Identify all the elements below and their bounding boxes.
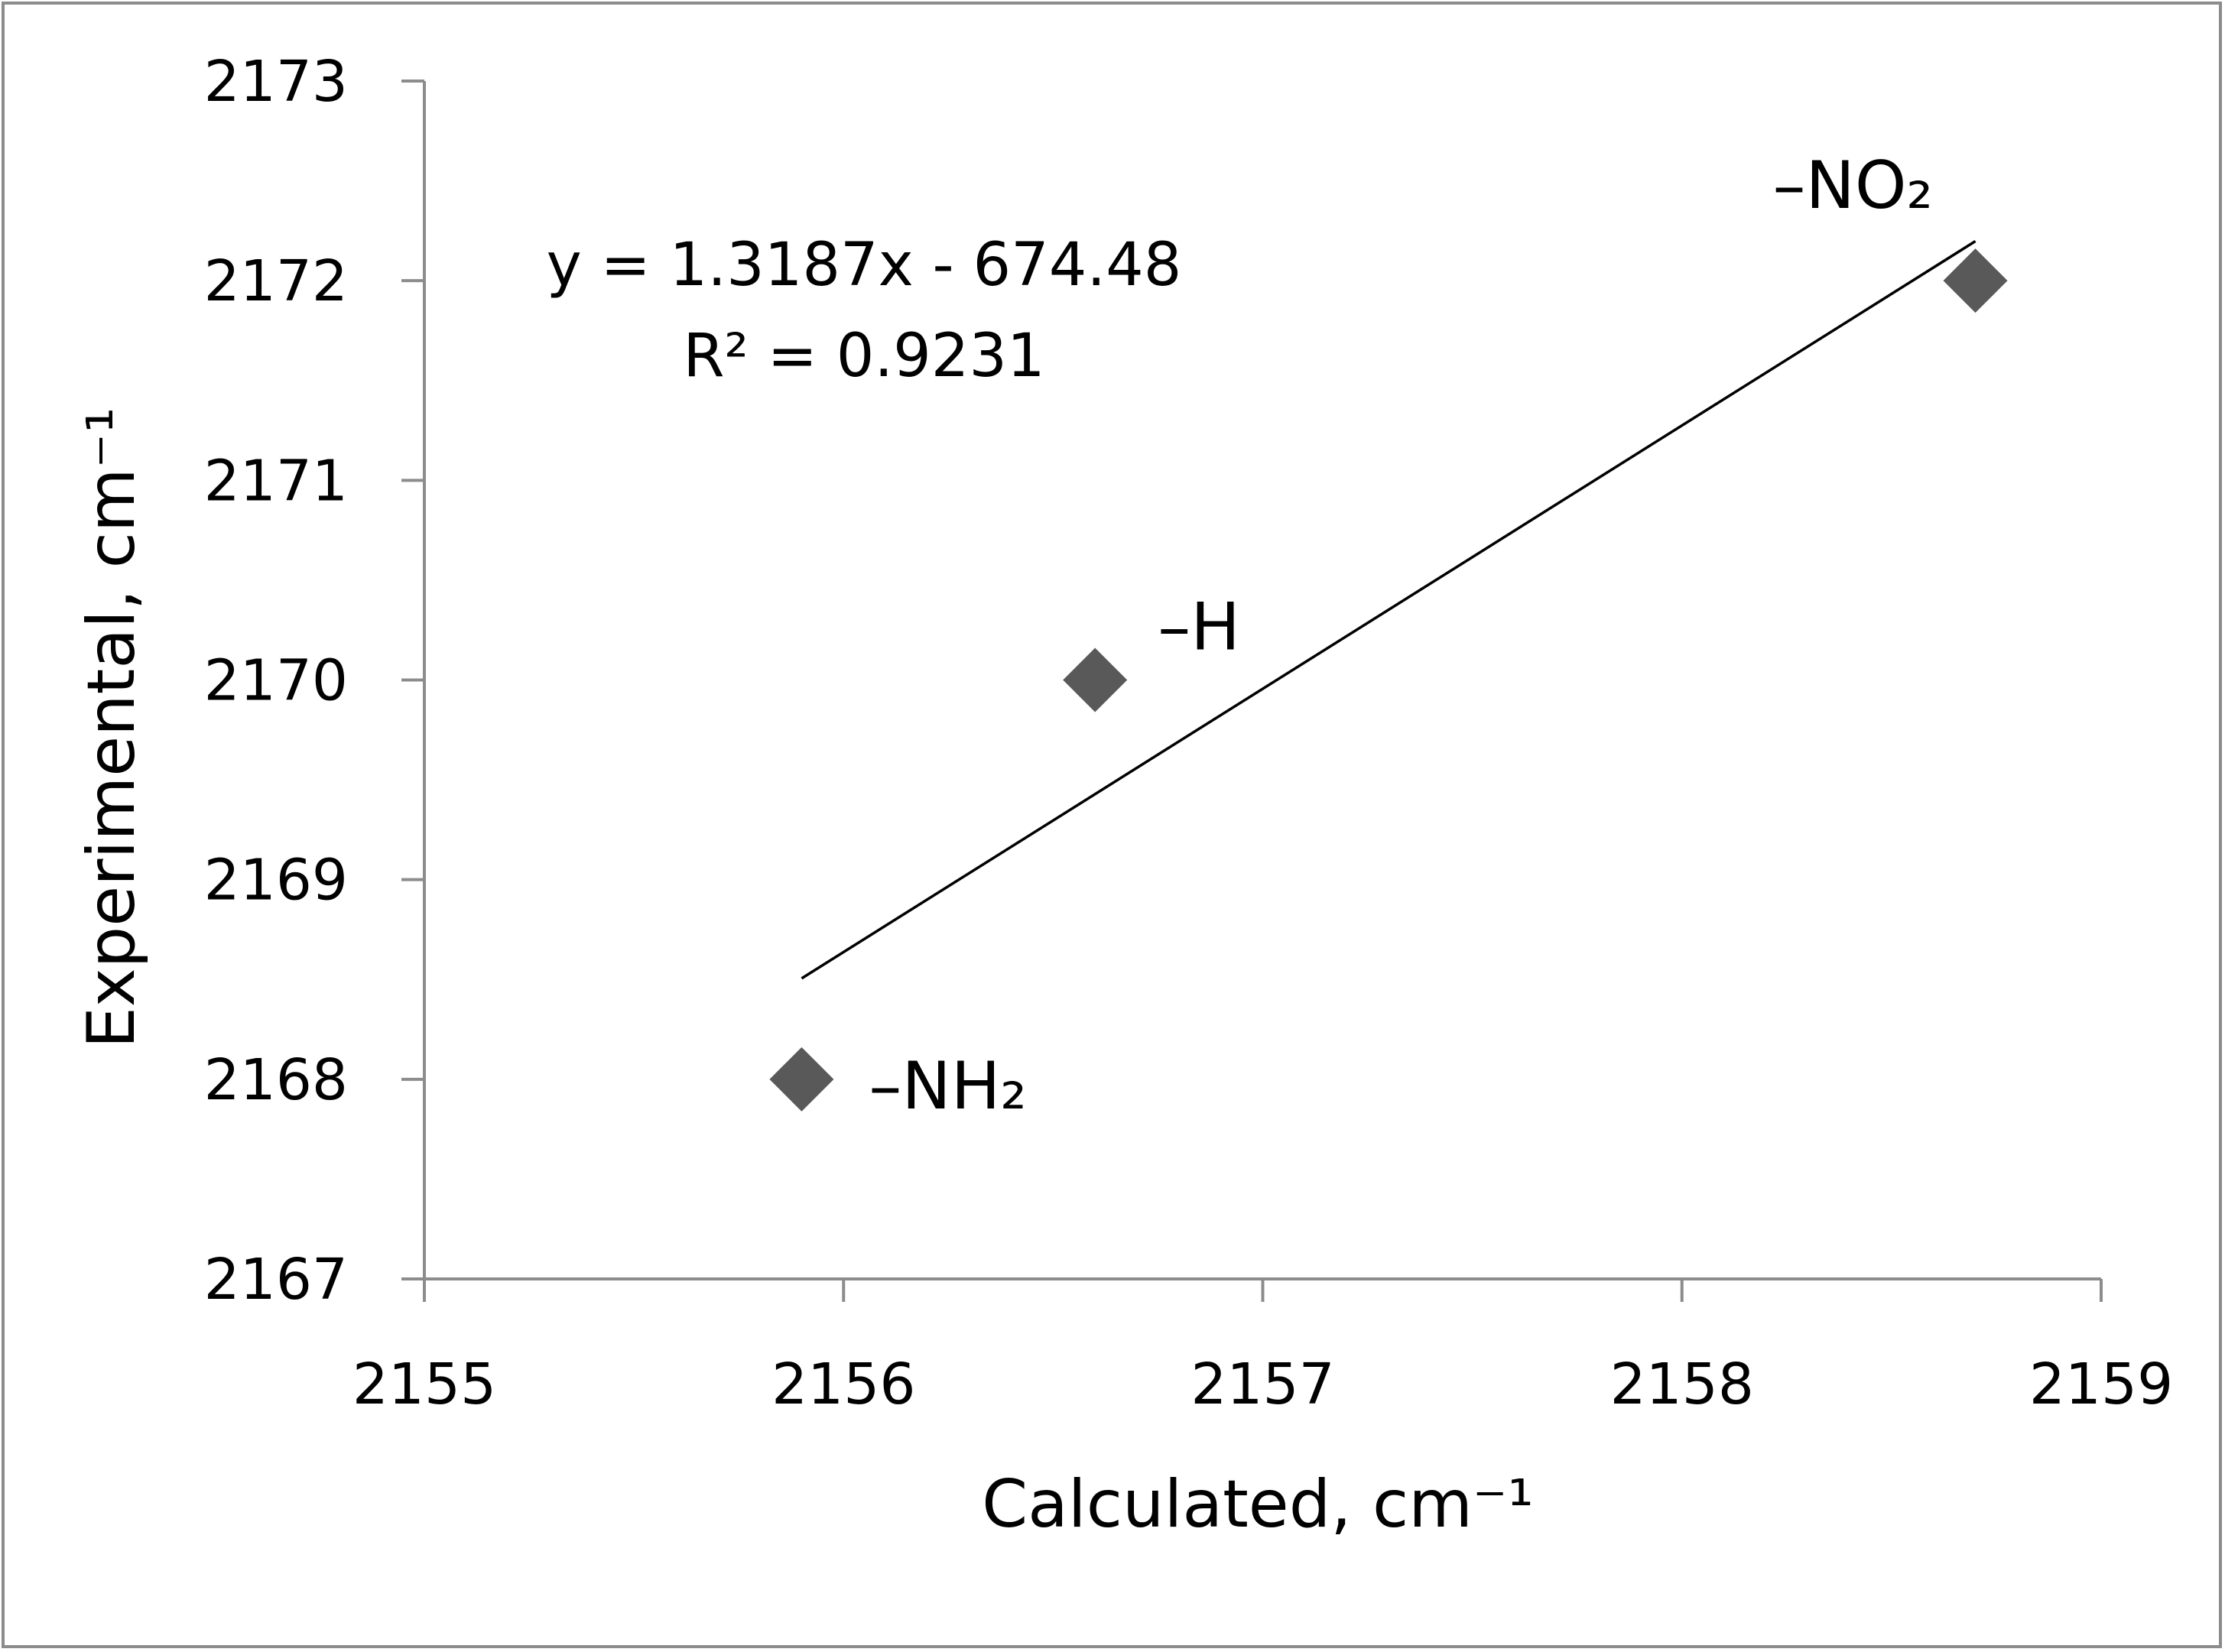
data-point-label: –H (1158, 589, 1240, 666)
trendline (801, 240, 1977, 980)
trendline-r-squared: R² = 0.9231 (683, 322, 1044, 391)
x-axis: 2155 2156 2157 2158 2159 (352, 1277, 2173, 1417)
x-tick-label: 2156 (771, 1352, 915, 1417)
x-tick-label: 2158 (1610, 1352, 1754, 1417)
data-point (1063, 647, 1128, 712)
data-point-label: –NO₂ (1773, 148, 1934, 224)
y-tick-label: 2173 (204, 49, 348, 115)
data-point (1943, 248, 2008, 313)
x-tick-label: 2155 (352, 1352, 496, 1417)
y-axis: 2167 2168 2169 2170 2171 2172 2173 (204, 49, 426, 1313)
x-axis-title: Calculated, cm⁻¹ (982, 1466, 1534, 1543)
y-tick-label: 2170 (204, 648, 348, 714)
data-points: –NH₂ –H –NO₂ (769, 148, 2008, 1125)
y-tick-label: 2171 (204, 448, 348, 514)
y-tick-label: 2172 (204, 248, 348, 314)
trendline-group (801, 240, 1977, 980)
trendline-equation: y = 1.3187x - 674.48 (547, 231, 1182, 300)
y-tick-label: 2168 (204, 1047, 348, 1113)
x-tick-label: 2157 (1190, 1352, 1334, 1417)
x-tick-label: 2159 (2029, 1352, 2173, 1417)
y-axis-title: Experimental, cm⁻¹ (73, 407, 150, 1048)
y-tick-label: 2167 (204, 1247, 348, 1313)
y-tick-label: 2169 (204, 848, 348, 914)
data-point-label: –NH₂ (869, 1048, 1026, 1125)
data-point (769, 1047, 834, 1112)
